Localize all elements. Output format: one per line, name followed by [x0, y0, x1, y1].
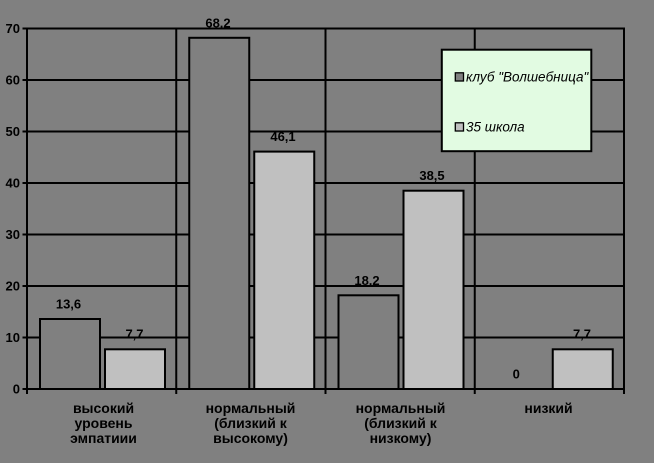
svg-text:60: 60: [6, 73, 20, 88]
svg-text:68,2: 68,2: [205, 15, 230, 30]
svg-text:38,5: 38,5: [419, 168, 444, 183]
svg-text:70: 70: [6, 21, 20, 36]
svg-text:13,6: 13,6: [56, 296, 81, 311]
svg-text:18,2: 18,2: [354, 273, 379, 288]
svg-text:7,7: 7,7: [573, 327, 591, 342]
svg-text:нормальный: нормальный: [356, 400, 446, 416]
svg-text:высокий: высокий: [73, 400, 134, 416]
svg-text:30: 30: [6, 227, 20, 242]
svg-text:10: 10: [6, 330, 20, 345]
svg-text:низкому): низкому): [370, 430, 432, 446]
svg-text:нормальный: нормальный: [206, 400, 296, 416]
svg-text:0: 0: [13, 382, 20, 397]
svg-text:высокому): высокому): [213, 430, 288, 446]
svg-text:35 школа: 35 школа: [466, 120, 525, 135]
svg-text:(близкий к: (близкий к: [214, 415, 288, 431]
svg-text:40: 40: [6, 176, 20, 191]
svg-text:(близкий к: (близкий к: [364, 415, 438, 431]
svg-text:эмпатиии: эмпатиии: [70, 430, 137, 446]
svg-text:50: 50: [6, 124, 20, 139]
svg-text:уровень: уровень: [75, 415, 133, 431]
svg-text:0: 0: [513, 366, 520, 381]
svg-text:низкий: низкий: [524, 400, 572, 416]
svg-text:клуб "Волшебница": клуб "Волшебница": [466, 70, 589, 85]
svg-text:46,1: 46,1: [270, 129, 295, 144]
svg-text:7,7: 7,7: [125, 327, 143, 342]
svg-text:20: 20: [6, 279, 20, 294]
